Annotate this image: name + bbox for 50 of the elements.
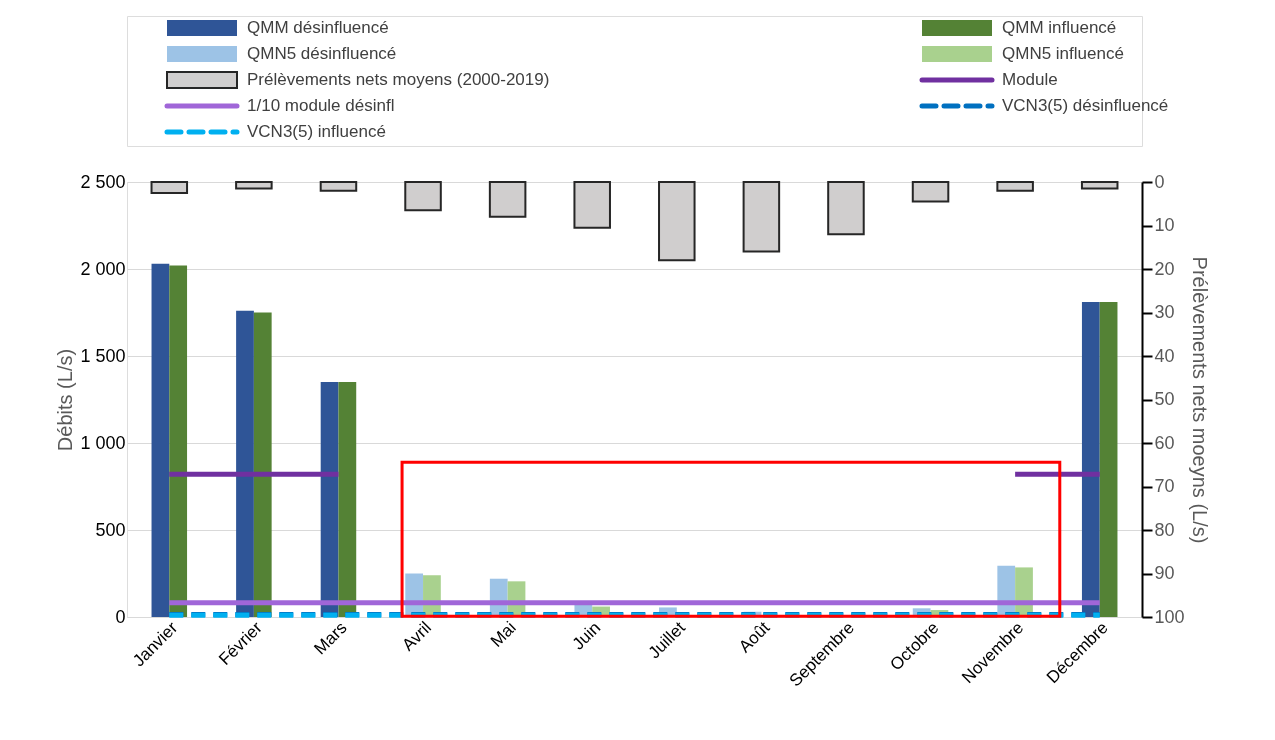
legend-label: 1/10 module désinfl: [247, 96, 395, 115]
bar: [488, 181, 527, 218]
y-tick-label: 1 500: [80, 345, 126, 366]
bar: [742, 181, 781, 253]
bar: [827, 181, 865, 236]
bar: [1081, 302, 1100, 617]
y2-tick-label: 50: [1154, 389, 1175, 409]
y-tick-label: 0: [115, 606, 126, 627]
bar: [338, 382, 357, 617]
y2-tick-label: 0: [1154, 171, 1165, 192]
bar: [1099, 302, 1118, 617]
y-tick-label: 2 500: [80, 171, 126, 192]
bar: [1080, 181, 1119, 190]
y2-tick-label: 70: [1154, 476, 1175, 496]
legend-label: QMN5 désinfluencé: [247, 44, 397, 63]
bar: [235, 181, 273, 190]
bar: [320, 382, 339, 617]
bar: [658, 181, 696, 262]
y2-tick-label: 100: [1154, 606, 1185, 627]
legend-label: Prélèvements nets moyens (2000-2019): [247, 70, 550, 89]
legend-label: QMN5 influencé: [1002, 44, 1124, 63]
bar: [236, 310, 254, 617]
y2-tick-label: 30: [1154, 302, 1175, 322]
x-tick-label: Juin: [568, 618, 605, 654]
bar: [319, 181, 358, 192]
bar: [151, 263, 170, 617]
legend-label: VCN3(5) désinfluencé: [1002, 96, 1169, 115]
legend-label: QMM désinfluencé: [247, 18, 389, 37]
bar: [911, 181, 950, 203]
y2-tick-label: 90: [1154, 563, 1175, 583]
y2-tick-label: 80: [1154, 519, 1175, 540]
bar: [253, 312, 272, 617]
y2-axis-title: Prélèvements nets moeyns (L/s): [1188, 256, 1211, 544]
y-tick-label: 2 000: [80, 258, 126, 279]
y2-tick-label: 60: [1154, 432, 1175, 453]
y-axis-title: Débits (L/s): [54, 348, 77, 452]
y2-tick-label: 40: [1154, 345, 1175, 366]
legend-label: VCN3(5) influencé: [247, 122, 386, 141]
bar: [573, 181, 611, 229]
bar: [150, 181, 189, 194]
legend-label: QMM influencé: [1002, 18, 1117, 37]
y2-tick-label: 20: [1154, 258, 1175, 279]
y-tick-label: 1 000: [80, 432, 126, 453]
bar: [404, 181, 442, 212]
bar: [169, 265, 188, 617]
x-tick-label: Mai: [486, 618, 520, 651]
y2-tick-label: 10: [1154, 215, 1175, 235]
y-tick-label: 500: [95, 519, 126, 540]
bar: [996, 181, 1034, 192]
legend-label: Module: [1002, 70, 1058, 89]
